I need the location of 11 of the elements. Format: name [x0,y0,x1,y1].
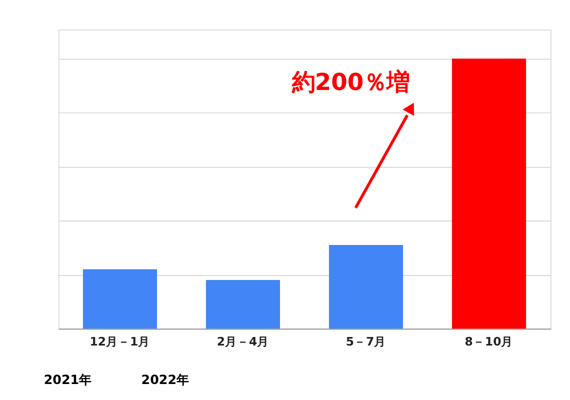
x-tick-label: 12月－1月 [90,334,150,349]
bar [206,280,280,329]
text: 2022年 [141,372,190,388]
text: 2021年 [44,372,92,388]
bar [328,244,404,329]
bar [452,58,526,329]
x-tick-label: 5－7月 [346,334,386,349]
x-tick-label: 8－10月 [464,334,514,349]
x-tick-label: 2月－4月 [216,334,270,349]
annotation: 約200％増 [290,68,410,96]
bar [82,269,157,329]
